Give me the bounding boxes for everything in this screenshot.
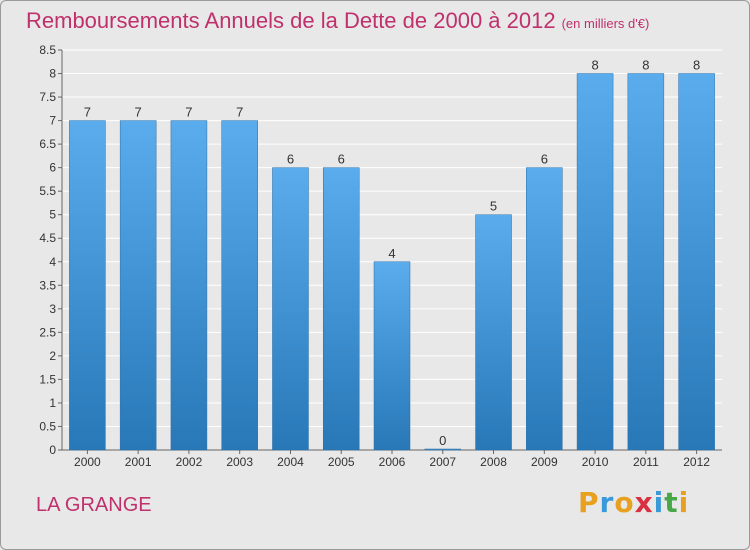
logo-letter: i — [653, 486, 665, 519]
bar — [221, 120, 258, 451]
bar — [119, 120, 157, 451]
chart-title: Remboursements Annuels de la Dette de 20… — [26, 8, 649, 34]
x-tick-label: 2005 — [328, 455, 355, 469]
bar — [627, 73, 665, 451]
x-tick-label: 2009 — [531, 455, 558, 469]
logo-letter: r — [599, 486, 615, 519]
bar — [69, 120, 106, 451]
data-label: 7 — [135, 105, 142, 120]
bar — [373, 261, 411, 451]
data-label: 6 — [541, 152, 548, 167]
logo-letter: o — [614, 486, 635, 519]
x-tick-label: 2011 — [633, 455, 659, 469]
bar — [424, 448, 462, 451]
x-tick-label: 2002 — [176, 455, 203, 469]
y-tick-label: 3 — [49, 302, 56, 316]
bar — [475, 214, 512, 451]
bar — [272, 167, 309, 451]
data-label: 5 — [490, 199, 497, 214]
city-name: LA GRANGE — [36, 494, 152, 516]
bar — [322, 167, 360, 451]
bar — [576, 73, 614, 451]
bar — [526, 167, 563, 451]
x-tick-label: 2010 — [582, 455, 609, 469]
y-tick-label: 7 — [49, 114, 56, 128]
data-label: 0 — [439, 433, 446, 448]
y-tick-label: 4.5 — [39, 231, 56, 245]
data-label: 7 — [84, 105, 91, 120]
y-tick-label: 4 — [49, 255, 56, 269]
x-tick-label: 2006 — [379, 455, 406, 469]
bar — [170, 120, 208, 451]
x-tick-label: 2001 — [125, 455, 152, 469]
data-label: 8 — [642, 58, 649, 73]
logo-letter: x — [634, 486, 654, 519]
y-tick-label: 5 — [49, 208, 56, 222]
y-tick-label: 3.5 — [39, 278, 56, 292]
data-label: 7 — [236, 105, 243, 120]
y-tick-label: 2 — [49, 349, 56, 363]
chart-title-text: Remboursements Annuels de la Dette de 20… — [26, 8, 556, 33]
x-tick-label: 2004 — [277, 455, 304, 469]
data-label: 6 — [338, 152, 345, 167]
y-tick-label: 6 — [49, 161, 56, 175]
data-label: 6 — [287, 152, 294, 167]
proxiti-logo: Proxiti — [578, 486, 689, 519]
x-tick-label: 2000 — [74, 455, 101, 469]
y-tick-label: 2.5 — [39, 325, 56, 339]
chart-unit: (en milliers d'€) — [561, 16, 650, 31]
logo-letter: i — [678, 486, 690, 519]
data-label: 7 — [185, 105, 192, 120]
y-tick-label: 5.5 — [39, 184, 56, 198]
data-label: 8 — [693, 58, 700, 73]
y-tick-label: 7.5 — [39, 90, 56, 104]
data-label: 4 — [388, 246, 395, 261]
y-tick-label: 0 — [49, 443, 56, 457]
x-tick-label: 2007 — [429, 455, 456, 469]
y-tick-label: 8 — [49, 67, 56, 81]
x-tick-label: 2008 — [480, 455, 507, 469]
data-label: 8 — [591, 58, 598, 73]
logo-letter: P — [578, 486, 600, 519]
y-tick-label: 1 — [49, 396, 56, 410]
y-tick-label: 1.5 — [39, 372, 56, 386]
y-tick-label: 6.5 — [39, 137, 56, 151]
x-tick-label: 2003 — [226, 455, 253, 469]
y-tick-label: 0.5 — [39, 419, 56, 433]
bar — [678, 73, 715, 451]
y-tick-label: 8.5 — [39, 43, 56, 57]
x-tick-label: 2012 — [683, 455, 710, 469]
logo-letter: t — [664, 486, 679, 519]
